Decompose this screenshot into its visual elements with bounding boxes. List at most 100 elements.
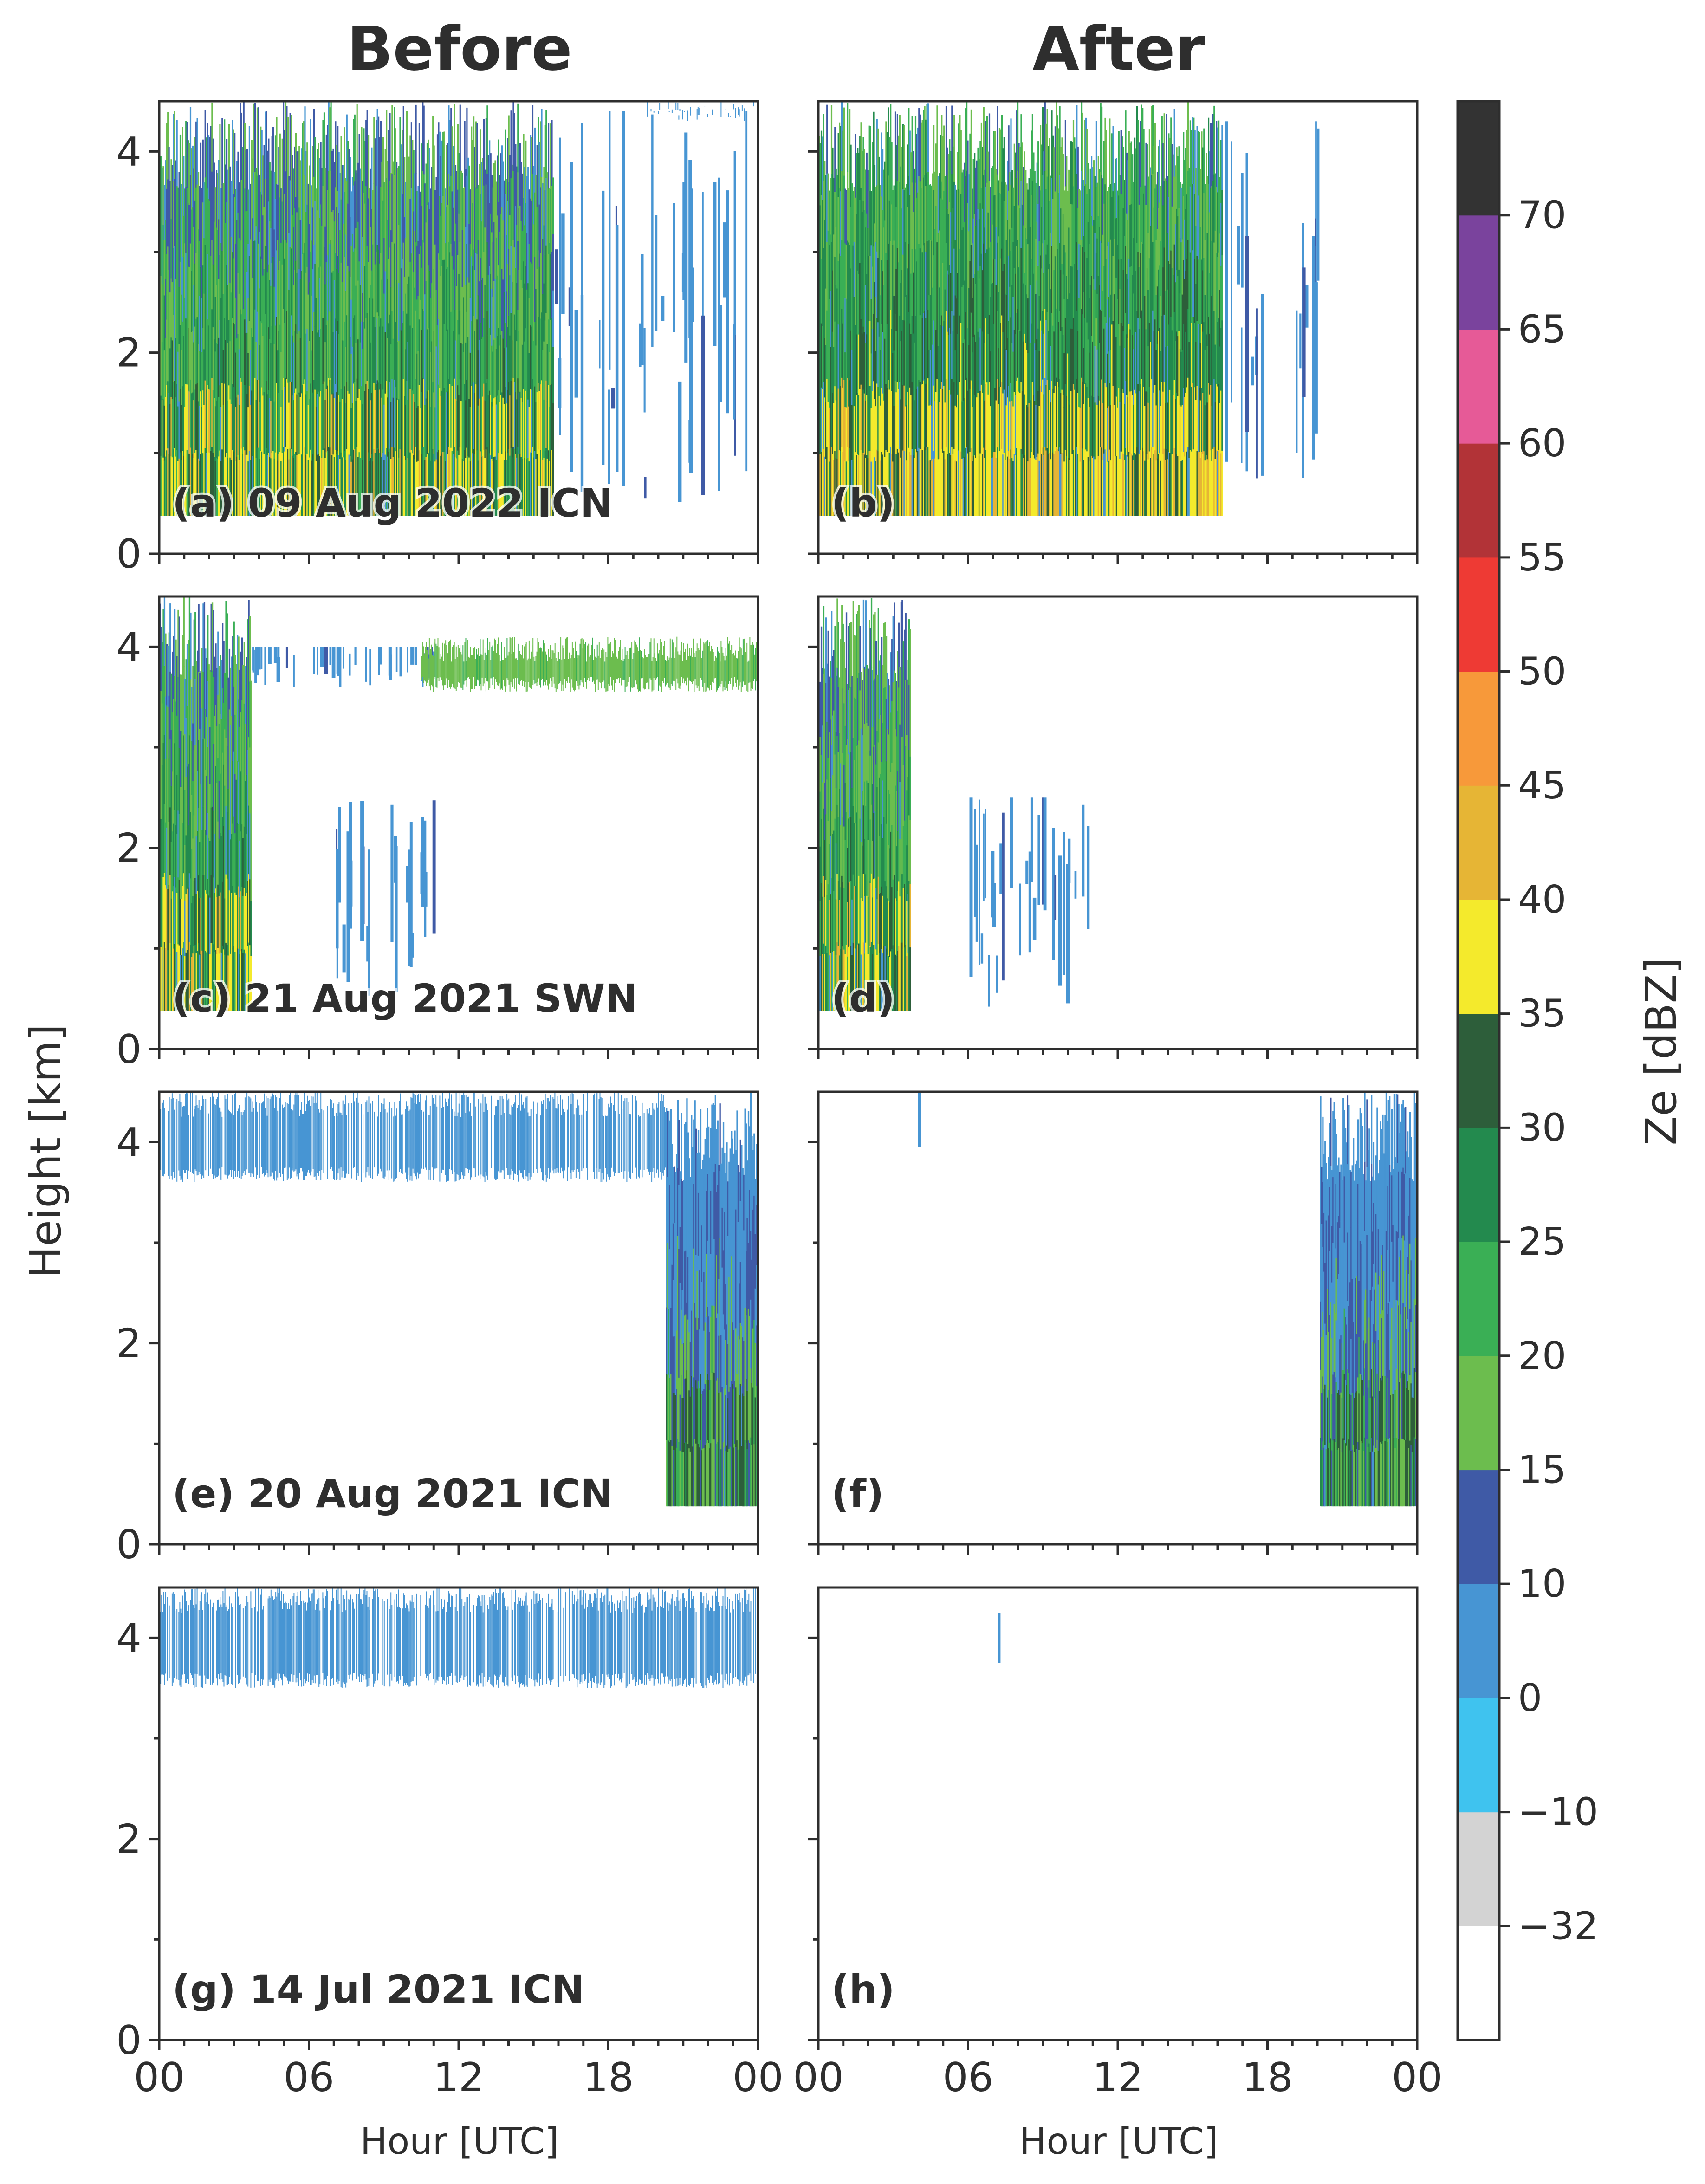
echo-cell <box>833 459 835 516</box>
echo-cell <box>896 448 898 516</box>
echo-cell <box>844 352 846 407</box>
echo-cell <box>177 297 179 352</box>
echo-cell <box>432 382 434 449</box>
echo-cell <box>363 322 365 387</box>
echo-cell <box>873 111 875 180</box>
echo-cell <box>858 455 860 516</box>
echo-cell <box>317 647 318 675</box>
echo-cell <box>321 399 323 458</box>
echo-cell <box>532 310 534 379</box>
echo-cell <box>1143 451 1145 516</box>
echo-cell <box>972 188 973 244</box>
echo-cell <box>1154 123 1156 189</box>
echo-cell <box>1181 183 1183 240</box>
echo-cell <box>183 597 185 667</box>
echo-cell <box>252 396 254 456</box>
echo-cell <box>744 108 745 121</box>
echo-cell <box>252 277 254 337</box>
echo-cell <box>428 331 430 394</box>
echo-cell <box>875 460 877 516</box>
echo-cell <box>947 393 948 454</box>
echo-cell <box>1181 294 1183 350</box>
echo-cell <box>1079 298 1081 353</box>
echo-cell <box>823 314 824 382</box>
echo-cell <box>972 456 974 516</box>
echo-cell <box>534 451 536 516</box>
echo-cell <box>209 897 211 954</box>
echo-cell <box>906 405 908 461</box>
echo-cell <box>341 457 344 516</box>
echo-cell <box>412 202 414 266</box>
echo-cell <box>536 330 538 393</box>
echo-cell <box>341 165 344 224</box>
echo-cell <box>995 169 997 227</box>
echo-cell <box>423 379 425 447</box>
echo-cell <box>339 401 341 459</box>
echo-cell <box>1067 191 1069 246</box>
echo-cell <box>921 319 922 385</box>
echo-cell <box>967 265 969 329</box>
echo-cell <box>1251 356 1254 386</box>
echo-cell <box>404 157 406 217</box>
echo-cell <box>200 329 202 392</box>
echo-cell <box>1076 447 1078 516</box>
echo-cell <box>330 171 332 240</box>
echo-cell <box>454 282 457 341</box>
echo-cell <box>830 379 833 447</box>
echo-cell <box>919 448 921 516</box>
echo-cell <box>357 457 359 516</box>
echo-cell <box>1173 109 1175 177</box>
echo-cell <box>1038 460 1040 516</box>
echo-cell <box>194 878 196 945</box>
echo-cell <box>840 450 842 516</box>
echo-cell <box>170 396 172 457</box>
echo-cell <box>906 460 908 516</box>
echo-cell <box>1021 329 1023 392</box>
echo-cell <box>433 331 435 393</box>
echo-cell <box>894 313 896 381</box>
echo-cell <box>1194 194 1196 259</box>
echo-cell <box>442 260 444 324</box>
echo-cell <box>840 321 842 386</box>
echo-cell <box>194 678 196 745</box>
echo-cell <box>913 394 914 455</box>
echo-cell <box>1025 343 1027 401</box>
echo-cell <box>354 181 356 249</box>
echo-cell <box>1214 173 1216 231</box>
echo-cell <box>1173 335 1174 395</box>
echo-cell <box>486 379 488 447</box>
echo-cell <box>281 327 283 390</box>
echo-cell <box>1143 386 1145 452</box>
echo-cell <box>416 353 418 408</box>
echo-cell <box>1072 383 1075 450</box>
echo-cell <box>482 277 484 337</box>
echo-cell <box>223 641 225 703</box>
echo-cell <box>211 378 213 447</box>
echo-cell <box>978 456 980 516</box>
echo-cell <box>917 127 919 193</box>
echo-cell <box>447 267 449 330</box>
echo-cell <box>482 218 484 278</box>
echo-cell <box>1099 342 1101 401</box>
echo-cell <box>263 330 265 393</box>
echo-cell <box>1221 255 1223 321</box>
echo-cell <box>985 187 987 253</box>
echo-cell <box>1093 160 1095 220</box>
echo-cell <box>961 286 963 344</box>
echo-cell <box>552 233 554 291</box>
echo-cell <box>201 648 203 709</box>
echo-cell <box>405 349 407 405</box>
echo-cell <box>358 452 360 516</box>
echo-cell <box>189 107 192 175</box>
echo-cell <box>426 143 428 205</box>
echo-cell <box>340 452 342 516</box>
echo-cell <box>394 379 395 448</box>
echo-cell <box>1180 297 1182 352</box>
echo-cell <box>215 643 217 705</box>
echo-cell <box>469 352 471 407</box>
echo-cell <box>1084 120 1086 186</box>
echo-cell <box>217 401 219 459</box>
echo-cell <box>1099 169 1101 227</box>
echo-cell <box>421 267 422 330</box>
echo-cell <box>1007 279 1009 338</box>
